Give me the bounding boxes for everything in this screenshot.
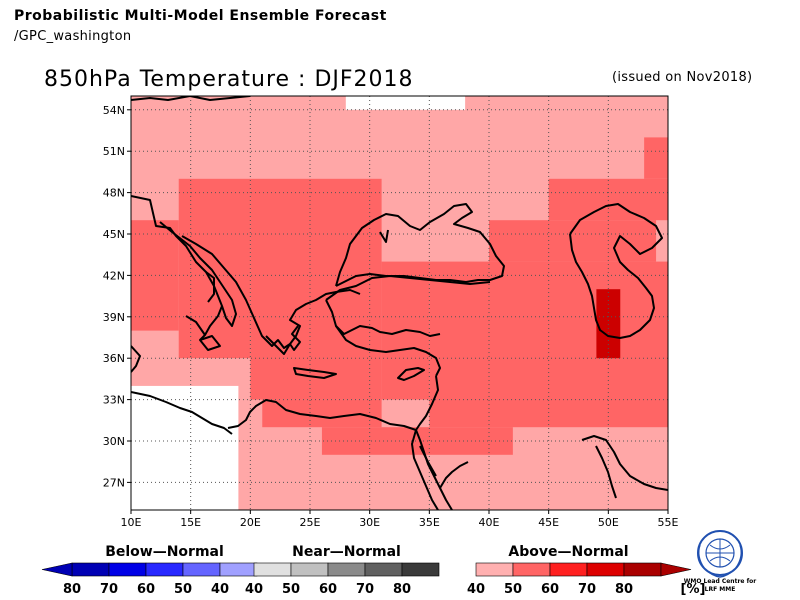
legend-unit: [%] xyxy=(681,582,706,597)
legend-tick-above: 60 xyxy=(541,582,559,597)
legend-swatch-above xyxy=(623,562,662,577)
legend-arrow-right xyxy=(660,562,692,577)
legend-tick-near: 80 xyxy=(393,582,411,597)
legend-swatch-above xyxy=(586,562,625,577)
legend-tick-near: 50 xyxy=(282,582,300,597)
legend-swatch-below xyxy=(219,562,258,577)
x-tick-label: 10E xyxy=(121,516,142,529)
legend-title-above: Above—Normal xyxy=(508,544,628,560)
logo-line-1: WMO Lead Centre for xyxy=(684,578,757,585)
y-tick-label: 27N xyxy=(103,476,125,489)
legend-swatch-near xyxy=(364,562,403,577)
prob-cell-above50 xyxy=(262,399,382,428)
legend-tick-above: 80 xyxy=(615,582,633,597)
x-tick-label: 55E xyxy=(658,516,679,529)
map-title: 850hPa Temperature : DJF2018 xyxy=(44,67,414,92)
y-tick-label: 33N xyxy=(103,394,125,407)
legend-swatch-above xyxy=(549,562,588,577)
legend-swatch-below xyxy=(71,562,110,577)
legend-tick-below: 70 xyxy=(100,582,118,597)
legend-swatch-below xyxy=(145,562,184,577)
legend-swatch-above xyxy=(512,562,551,577)
legend-tick-above: 40 xyxy=(467,582,485,597)
legend-title-near: Near—Normal xyxy=(292,544,401,560)
legend-swatch-near xyxy=(290,562,329,577)
prob-cell-above50 xyxy=(548,178,668,221)
prob-cell-above70 xyxy=(596,289,621,359)
x-tick-label: 45E xyxy=(538,516,559,529)
legend-arrow-left xyxy=(41,562,73,577)
x-tick-label: 40E xyxy=(479,516,500,529)
y-tick-label: 39N xyxy=(103,311,125,324)
page-title: Probabilistic Multi-Model Ensemble Forec… xyxy=(14,8,387,24)
legend-tick-below: 80 xyxy=(63,582,81,597)
legend-swatch-near xyxy=(401,562,440,577)
x-tick-label: 50E xyxy=(598,516,619,529)
prob-cell-above50 xyxy=(178,178,251,359)
prob-cell-white xyxy=(465,27,608,96)
y-tick-label: 45N xyxy=(103,228,125,241)
coastlines xyxy=(131,96,668,510)
legend-swatch-above xyxy=(475,562,514,577)
legend-tick-near: 40 xyxy=(245,582,263,597)
legend-tick-above: 50 xyxy=(504,582,522,597)
x-tick-label: 25E xyxy=(300,516,321,529)
y-tick-label: 51N xyxy=(103,145,125,158)
prob-cell-above50 xyxy=(250,178,382,400)
logo-line-2: LRF MME xyxy=(705,586,736,593)
legend-swatch-below xyxy=(182,562,221,577)
wmo-logo: WMO Lead Centre for LRF MME xyxy=(684,530,757,593)
x-tick-label: 20E xyxy=(240,516,261,529)
legend-tick-below: 50 xyxy=(174,582,192,597)
x-tick-label: 35E xyxy=(419,516,440,529)
legend-swatch-near xyxy=(327,562,366,577)
legend-tick-below: 40 xyxy=(211,582,229,597)
y-tick-label: 48N xyxy=(103,187,125,200)
prob-cell-above50 xyxy=(489,220,657,262)
legend-swatch-near xyxy=(253,562,292,577)
y-tick-label: 30N xyxy=(103,435,125,448)
axes: 10E 15E 20E 25E 30E 35E 40E 45E 50E 55E 27N 30N 33N 3… xyxy=(103,104,679,529)
prob-cell-white xyxy=(345,96,466,110)
y-tick-label: 36N xyxy=(103,352,125,365)
plot-frame xyxy=(130,95,669,511)
legend: Below—Normal 80 70 60 50 40 Near—Normal 40 50 60 7… xyxy=(41,544,706,597)
legend-swatch-below xyxy=(108,562,147,577)
y-tick-label: 54N xyxy=(103,104,125,117)
x-tick-label: 30E xyxy=(359,516,380,529)
prob-cell-above50 xyxy=(644,137,668,179)
prob-cell-above50 xyxy=(131,220,179,331)
y-tick-label: 42N xyxy=(103,269,125,282)
prob-cell-above50 xyxy=(429,261,668,428)
page-subtitle: /GPC_washington xyxy=(14,29,132,44)
legend-tick-near: 60 xyxy=(319,582,337,597)
prob-cell-near40 xyxy=(238,27,345,96)
legend-title-below: Below—Normal xyxy=(105,544,224,560)
x-tick-label: 15E xyxy=(180,516,201,529)
legend-tick-above: 70 xyxy=(578,582,596,597)
legend-tick-below: 60 xyxy=(137,582,155,597)
issued-date: (issued on Nov2018) xyxy=(612,70,753,85)
prob-cell-white xyxy=(131,385,239,510)
legend-tick-near: 70 xyxy=(356,582,374,597)
